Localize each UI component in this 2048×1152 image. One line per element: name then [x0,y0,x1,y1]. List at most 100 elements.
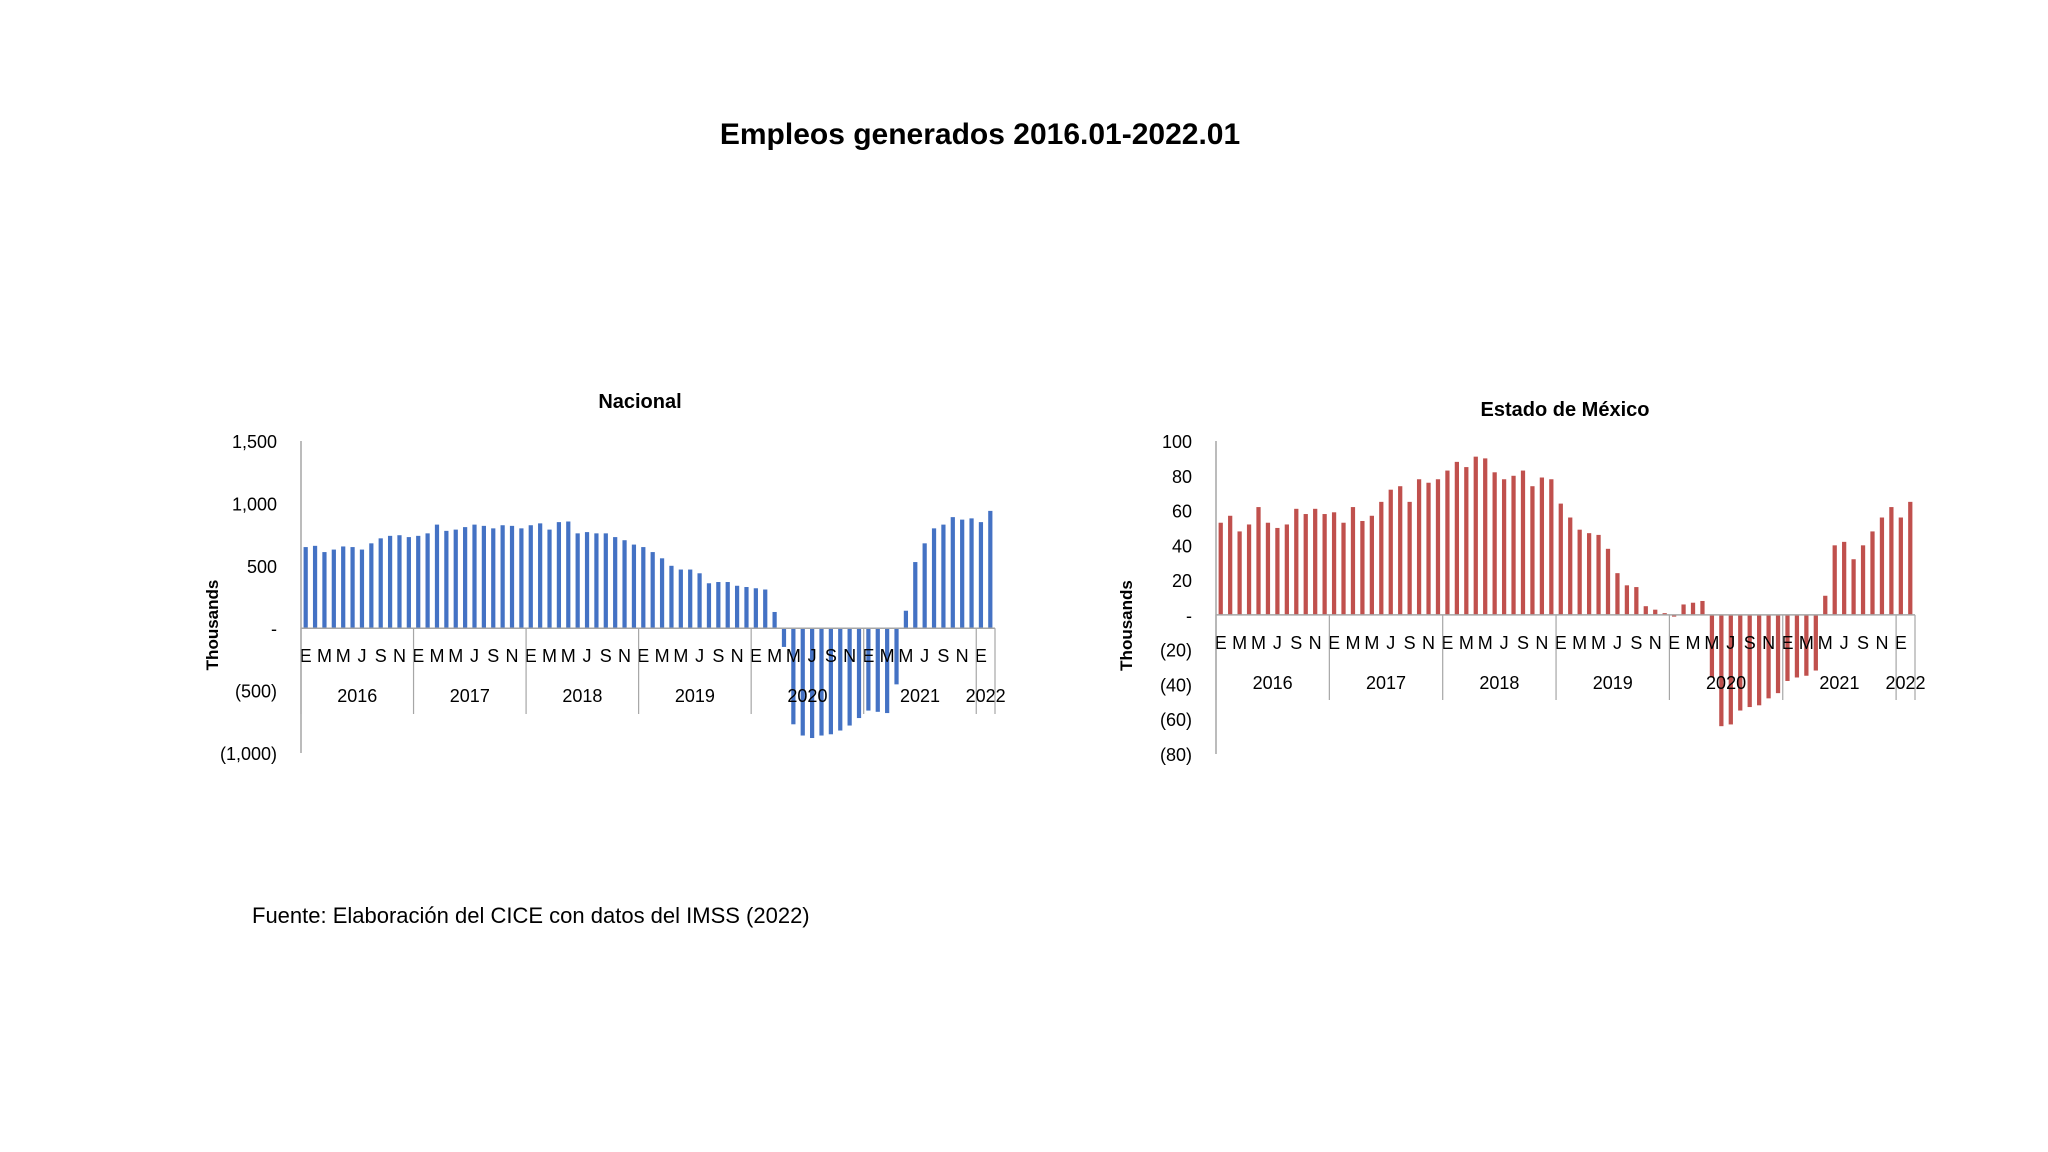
bar [1889,507,1894,615]
bar [1794,614,1800,678]
x-tick-label: M [1459,633,1474,653]
bar [1407,501,1412,615]
y-tick-label: (1,000) [220,744,277,764]
y-tick-label: 1,500 [232,432,277,452]
bar [416,535,421,629]
bar [1539,477,1545,615]
bar [791,628,796,725]
bar [1653,609,1658,615]
bar [744,587,749,629]
bar [697,573,702,629]
bar [856,628,862,719]
x-tick-label: S [1404,633,1416,653]
bar [1643,606,1648,615]
bar [1520,470,1526,615]
bar [1284,524,1289,615]
bar [1246,524,1252,615]
bar [706,583,712,629]
y-tick-label: (20) [1160,641,1192,661]
x-tick-label: E [412,646,424,666]
x-tick-label: M [1232,633,1247,653]
bar [1700,600,1705,615]
bar [500,525,505,629]
bar [566,521,571,629]
x-tick-label: E [862,646,874,666]
bar [753,588,758,629]
bar [1842,541,1847,615]
x-tick-label: M [673,646,688,666]
y-tick-label: 1,000 [232,494,277,514]
x-tick-label: M [336,646,351,666]
x-tick-label: S [825,646,837,666]
x-tick-label: M [1704,633,1719,653]
bar [988,510,993,629]
bar [1275,527,1280,615]
bar [828,628,833,735]
bar [1879,517,1885,615]
bar [350,547,355,629]
bar [1860,545,1866,615]
x-tick-label: N [731,646,744,666]
bar [1690,602,1696,615]
bar [622,540,627,629]
x-tick-label: M [655,646,670,666]
bar [641,547,646,629]
bar [491,528,496,629]
bar [1501,479,1507,615]
bar [931,528,937,629]
x-tick-label: J [695,646,704,666]
x-tick-label: J [583,646,592,666]
x-tick-label: M [542,646,557,666]
bar [528,525,533,629]
bar [425,533,430,629]
x-tick-label: E [1441,633,1453,653]
bar [950,517,955,629]
bar [1719,614,1724,727]
x-tick-label: M [880,646,895,666]
x-tick-label: J [1613,633,1622,653]
y-tick-label: - [1186,606,1192,626]
year-label: 2018 [562,686,602,706]
x-tick-label: M [1345,633,1360,653]
bar [1322,514,1327,615]
bar [547,529,552,629]
x-tick-label: M [1686,633,1701,653]
x-tick-label: E [1215,633,1227,653]
bar [519,528,524,629]
bar [1823,595,1828,615]
x-tick-label: M [1572,633,1587,653]
bar [1908,501,1913,615]
x-tick-label: M [767,646,782,666]
bar [1634,587,1639,615]
bar [463,527,468,629]
bar [1388,489,1393,615]
x-tick-label: M [317,646,332,666]
year-label: 2020 [1706,673,1746,693]
bar [1709,614,1715,678]
y-tick-label: 100 [1162,432,1192,452]
x-tick-label: M [786,646,801,666]
year-label: 2017 [1366,673,1406,693]
bar [1757,614,1762,706]
bar [1898,517,1903,615]
chart-title: Estado de México [1481,399,1650,421]
bar [1379,501,1384,615]
bar [1369,515,1374,615]
y-tick-label: 20 [1172,571,1192,591]
bar [1331,512,1337,615]
bar [1341,522,1346,615]
bar [1530,486,1535,615]
bar [378,538,383,629]
year-label: 2019 [1593,673,1633,693]
bar [1577,529,1582,615]
bar [1615,573,1620,615]
bar [1473,456,1478,615]
x-tick-label: J [1500,633,1509,653]
bar [1738,614,1743,711]
x-tick-label: M [1478,633,1493,653]
bar [1445,470,1450,615]
bar [1662,613,1667,615]
x-tick-label: E [300,646,312,666]
y-axis-label: Thousands [1117,580,1136,671]
x-tick-label: N [1422,633,1435,653]
